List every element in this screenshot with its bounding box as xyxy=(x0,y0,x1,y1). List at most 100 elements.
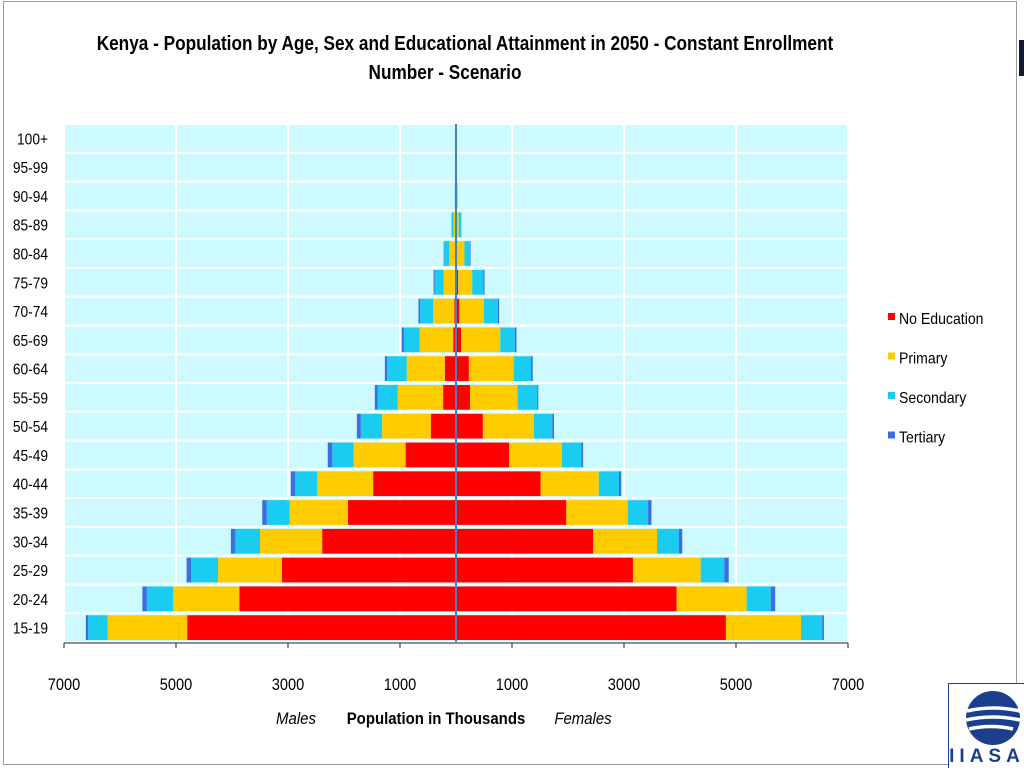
bar-male-45-49-no-education xyxy=(406,443,456,468)
age-group-label: 50-54 xyxy=(13,418,48,436)
bar-male-30-34-tertiary xyxy=(231,529,235,554)
bar-male-60-64-primary xyxy=(407,356,445,381)
bar-female-45-49-no-education xyxy=(456,443,509,468)
bar-female-85-89-secondary xyxy=(459,212,461,237)
bar-female-50-54-secondary xyxy=(534,414,552,439)
x-tick-label: 7000 xyxy=(48,676,81,694)
age-group-label: 40-44 xyxy=(13,476,48,494)
bar-male-15-19-no-education xyxy=(187,615,456,640)
bar-male-15-19-secondary xyxy=(88,615,108,640)
bar-male-75-79-secondary xyxy=(435,270,444,295)
iiasa-globe-icon: IIASA xyxy=(949,684,1024,769)
bar-female-40-44-primary xyxy=(541,471,599,496)
bar-female-70-74-tertiary xyxy=(498,299,499,324)
bar-male-50-54-secondary xyxy=(361,414,382,439)
age-group-label: 95-99 xyxy=(13,159,48,177)
bar-female-15-19-no-education xyxy=(456,615,726,640)
bar-male-65-69-secondary xyxy=(404,327,420,352)
bar-female-70-74-secondary xyxy=(484,299,498,324)
bar-male-15-19-tertiary xyxy=(86,615,88,640)
age-group-label: 100+ xyxy=(17,130,48,148)
bar-female-65-69-tertiary xyxy=(515,327,517,352)
legend-label-primary: Primary xyxy=(899,350,948,368)
bar-male-25-29-no-education xyxy=(282,558,456,583)
bar-male-80-84-primary xyxy=(449,241,455,266)
bar-male-20-24-tertiary xyxy=(142,586,146,611)
bar-male-40-44-primary xyxy=(317,471,373,496)
bar-female-75-79-secondary xyxy=(472,270,483,295)
bar-male-70-74-primary xyxy=(433,299,454,324)
bar-male-50-54-primary xyxy=(382,414,431,439)
bar-male-40-44-secondary xyxy=(295,471,317,496)
bar-male-20-24-no-education xyxy=(239,586,456,611)
bar-male-75-79-tertiary xyxy=(434,270,435,295)
logo-text: IIASA xyxy=(949,746,1024,767)
bar-female-25-29-tertiary xyxy=(724,558,728,583)
bar-female-35-39-no-education xyxy=(456,500,566,525)
x-tick-label: 5000 xyxy=(720,676,753,694)
bar-male-45-49-primary xyxy=(354,443,406,468)
bar-female-60-64-no-education xyxy=(456,356,469,381)
x-tick-label: 7000 xyxy=(832,676,865,694)
x-tick-label: 5000 xyxy=(160,676,193,694)
bar-male-60-64-no-education xyxy=(445,356,456,381)
legend-swatch-no-education xyxy=(888,313,895,320)
bar-female-55-59-no-education xyxy=(456,385,470,410)
bar-male-40-44-no-education xyxy=(373,471,456,496)
bar-female-50-54-no-education xyxy=(456,414,483,439)
bar-female-65-69-primary xyxy=(461,327,500,352)
bar-male-25-29-primary xyxy=(218,558,282,583)
bar-female-45-49-primary xyxy=(509,443,562,468)
bar-female-30-34-no-education xyxy=(456,529,593,554)
bar-female-80-84-primary xyxy=(457,241,464,266)
bar-female-35-39-secondary xyxy=(628,500,648,525)
bar-female-80-84-tertiary xyxy=(470,241,471,266)
bar-female-25-29-secondary xyxy=(701,558,725,583)
bar-male-55-59-primary xyxy=(398,385,443,410)
bar-male-85-89-secondary xyxy=(452,212,454,237)
bar-male-30-34-secondary xyxy=(235,529,260,554)
bar-female-45-49-tertiary xyxy=(581,443,583,468)
bar-male-70-74-tertiary xyxy=(418,299,420,324)
age-group-label: 45-49 xyxy=(13,447,48,465)
bar-male-20-24-secondary xyxy=(147,586,173,611)
legend-label-secondary: Secondary xyxy=(899,389,967,407)
legend-swatch-secondary xyxy=(888,392,895,399)
bar-male-30-34-primary xyxy=(260,529,322,554)
bar-female-15-19-secondary xyxy=(801,615,822,640)
age-group-label: 90-94 xyxy=(13,188,48,206)
bar-male-25-29-tertiary xyxy=(187,558,191,583)
legend-label-no-education: No Education xyxy=(899,310,983,328)
bar-female-40-44-no-education xyxy=(456,471,541,496)
bar-male-45-49-tertiary xyxy=(328,443,332,468)
age-group-labels: 15-1920-2425-2930-3435-3940-4445-4950-54… xyxy=(13,130,48,637)
bar-female-55-59-primary xyxy=(470,385,518,410)
bar-male-50-54-tertiary xyxy=(357,414,361,439)
bar-female-30-34-primary xyxy=(593,529,657,554)
bar-male-80-84-tertiary xyxy=(444,241,445,266)
bar-female-15-19-tertiary xyxy=(822,615,824,640)
bar-male-20-24-primary xyxy=(173,586,239,611)
bar-female-60-64-secondary xyxy=(514,356,531,381)
age-group-label: 75-79 xyxy=(13,274,48,292)
bar-female-40-44-tertiary xyxy=(619,471,621,496)
females-label: Females xyxy=(554,710,611,728)
x-axis-label: Population in Thousands xyxy=(347,710,526,728)
bar-female-80-84-secondary xyxy=(464,241,470,266)
bar-female-70-74-primary xyxy=(459,299,484,324)
bar-male-75-79-primary xyxy=(444,270,455,295)
bar-male-50-54-no-education xyxy=(431,414,456,439)
legend-swatch-primary xyxy=(888,353,895,360)
age-group-label: 55-59 xyxy=(13,389,48,407)
bar-male-45-49-secondary xyxy=(332,443,353,468)
legend-label-tertiary: Tertiary xyxy=(899,429,946,447)
bar-female-60-64-primary xyxy=(469,356,514,381)
bar-male-15-19-primary xyxy=(108,615,188,640)
bar-male-55-59-secondary xyxy=(378,385,398,410)
bar-female-45-49-secondary xyxy=(562,443,582,468)
bar-female-20-24-tertiary xyxy=(771,586,775,611)
x-tick-label: 1000 xyxy=(496,676,529,694)
bar-female-35-39-primary xyxy=(566,500,628,525)
